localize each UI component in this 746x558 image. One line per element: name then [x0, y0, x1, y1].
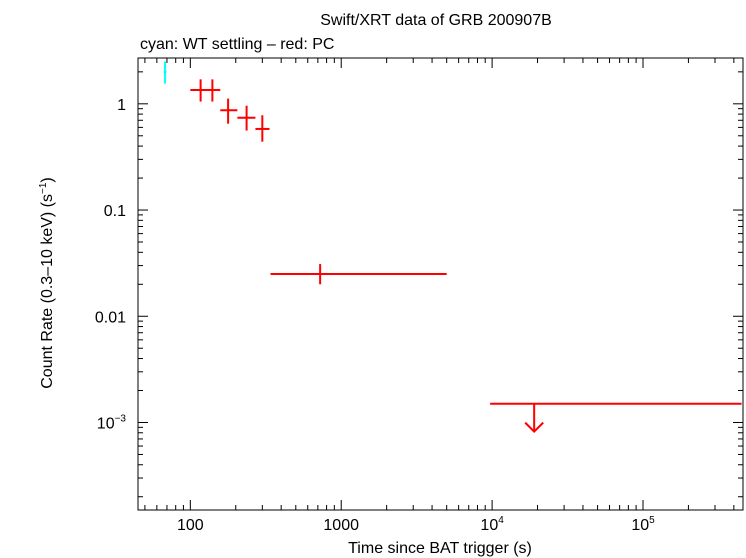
x-tick-label-exponent: 4: [498, 515, 504, 526]
x-tick-label: 100: [177, 517, 204, 534]
data-point: [220, 98, 238, 124]
plot-frame: [137, 57, 744, 511]
y-tick-label-exponent: −3: [115, 413, 127, 424]
x-tick-label: 104: [480, 515, 504, 534]
y-tick-labels: 1 0.1 0.01 10−3: [95, 97, 127, 433]
y-tick-label: 0.01: [95, 309, 126, 326]
x-tick-label: 1000: [323, 517, 359, 534]
chart-title: Swift/XRT data of GRB 200907B: [320, 12, 552, 29]
x-tick-label-base: 10: [480, 517, 498, 534]
data-point: [190, 79, 207, 102]
data-point: [237, 105, 256, 131]
y-tick-label-base: 10: [97, 415, 115, 432]
upper-limit-point: [490, 402, 742, 434]
upper-limit-arrowhead: [524, 421, 544, 434]
y-tick-label: 0.1: [104, 203, 126, 220]
chart-subtitle: cyan: WT settling – red: PC: [140, 36, 334, 53]
data-point: [163, 61, 167, 84]
data-point: [206, 79, 221, 102]
y-tick-label: 10−3: [97, 413, 127, 432]
x-tick-label: 105: [631, 515, 655, 534]
x-tick-label-base: 10: [631, 517, 649, 534]
y-axis-label: Count Rate (0.3–10 keV) (s−1): [38, 177, 56, 389]
x-tick-labels: 100 1000 104 105: [177, 515, 655, 534]
data-point: [270, 264, 447, 285]
data-points: [163, 61, 742, 434]
y-axis-label-close: ): [39, 177, 56, 182]
x-axis-label: Time since BAT trigger (s): [348, 540, 532, 557]
data-point: [255, 115, 270, 142]
y-axis-label-exponent: −1: [38, 182, 49, 194]
axis-ticks: [138, 58, 743, 510]
y-axis-label-main: Count Rate (0.3–10 keV) (s: [39, 194, 56, 389]
x-tick-label-exponent: 5: [649, 515, 655, 526]
y-tick-label: 1: [117, 97, 126, 114]
